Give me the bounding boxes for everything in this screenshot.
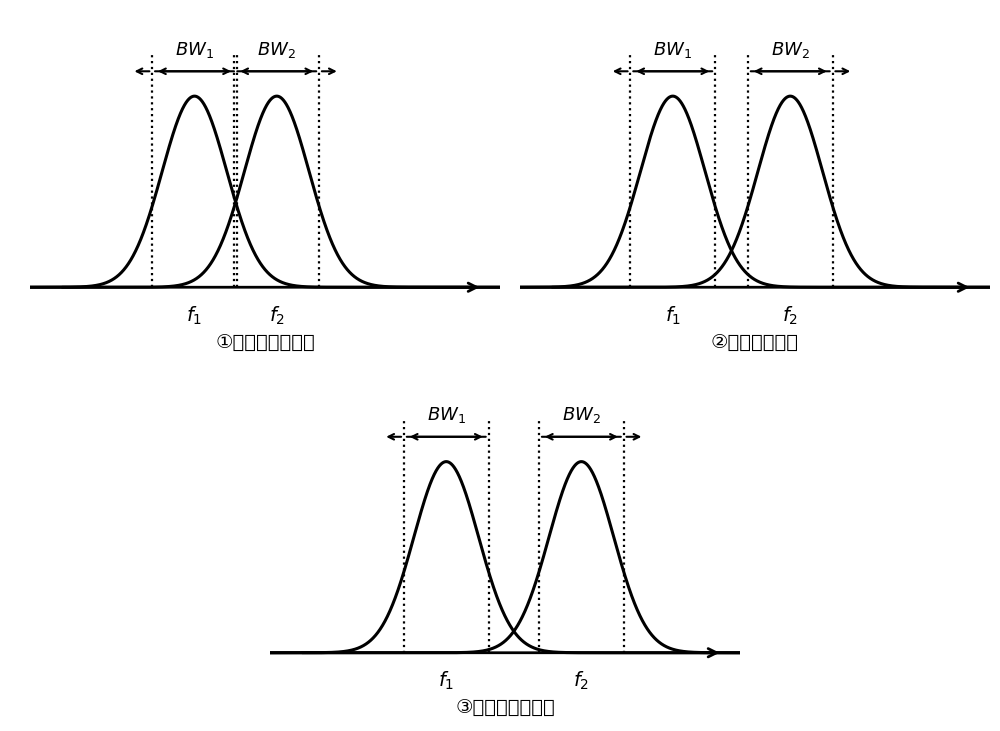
Text: $BW_1$: $BW_1$ (427, 405, 466, 425)
Text: $f_2$: $f_2$ (269, 304, 285, 327)
Text: $BW_2$: $BW_2$ (771, 39, 810, 60)
Text: $f_2$: $f_2$ (782, 304, 798, 327)
Text: ②带宽临界状态: ②带宽临界状态 (711, 333, 799, 352)
Text: $BW_1$: $BW_1$ (175, 39, 214, 60)
Text: $f_1$: $f_1$ (186, 304, 203, 327)
Text: ③带宽无交集状态: ③带宽无交集状态 (455, 698, 555, 717)
Text: $BW_1$: $BW_1$ (653, 39, 692, 60)
Text: $f_1$: $f_1$ (438, 670, 454, 692)
Text: $BW_2$: $BW_2$ (257, 39, 296, 60)
Text: ①带宽有交集状态: ①带宽有交集状态 (215, 333, 315, 352)
Text: $f_2$: $f_2$ (573, 670, 589, 692)
Text: $BW_2$: $BW_2$ (562, 405, 601, 425)
Text: $f_1$: $f_1$ (665, 304, 681, 327)
